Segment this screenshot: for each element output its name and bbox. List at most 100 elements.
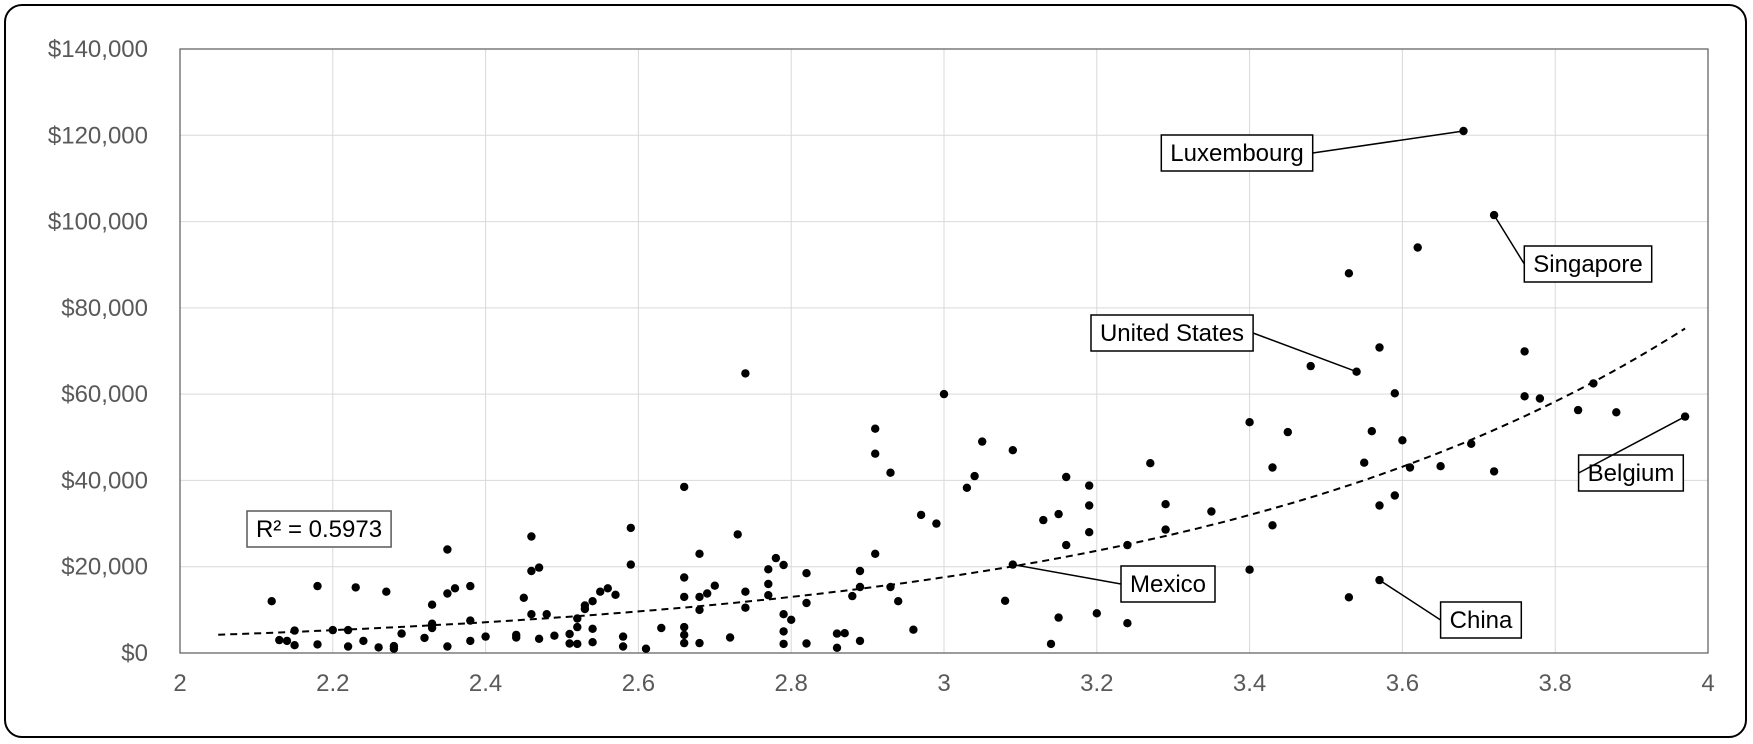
data-point xyxy=(855,566,865,576)
data-point xyxy=(695,605,704,615)
data-point xyxy=(1413,243,1422,252)
data-point xyxy=(427,619,437,628)
y-tick-label: $40,000 xyxy=(61,467,148,494)
data-point xyxy=(1352,367,1361,376)
data-point xyxy=(1405,463,1415,472)
data-point xyxy=(1062,540,1071,550)
callout-singapore: Singapore xyxy=(1493,214,1653,283)
data-point xyxy=(1085,481,1094,490)
data-point xyxy=(443,589,452,598)
x-tick-label: 2.2 xyxy=(316,670,349,697)
callout-box xyxy=(1160,134,1314,172)
data-point xyxy=(680,573,689,582)
data-point xyxy=(916,510,926,520)
data-point xyxy=(313,581,322,591)
r-squared-label: R² = 0.5973 xyxy=(256,516,382,543)
x-tick-label: 2 xyxy=(173,670,186,697)
data-point xyxy=(1390,491,1400,500)
callout-luxembourg: Luxembourg xyxy=(1160,130,1464,172)
data-point xyxy=(1146,459,1155,468)
data-point xyxy=(1245,418,1254,427)
data-point xyxy=(573,614,582,623)
data-point xyxy=(657,623,666,633)
data-point xyxy=(871,449,880,458)
data-point xyxy=(855,636,865,646)
data-point xyxy=(1367,427,1377,436)
data-point xyxy=(695,638,704,648)
r-squared-box: R² = 0.5973 xyxy=(246,510,392,548)
data-point xyxy=(1344,269,1354,278)
data-point xyxy=(1085,528,1094,537)
data-point xyxy=(1062,472,1071,482)
data-point xyxy=(626,560,635,569)
data-point xyxy=(313,640,322,649)
gridlines xyxy=(179,48,1709,654)
data-point xyxy=(832,629,842,638)
data-point xyxy=(779,639,788,649)
data-point xyxy=(359,636,368,646)
data-point xyxy=(1268,463,1277,472)
data-point xyxy=(1344,593,1354,602)
x-tick-label: 3 xyxy=(937,670,950,697)
x-tick-label: 3.2 xyxy=(1080,670,1113,697)
trendline xyxy=(218,327,1686,636)
data-point xyxy=(695,592,704,602)
data-point xyxy=(1000,596,1010,605)
callout-label: Luxembourg xyxy=(1170,140,1303,167)
data-point xyxy=(466,581,475,591)
data-point xyxy=(275,635,284,645)
annotations: Luxembourg Singapore United States Belgium M… xyxy=(1012,130,1686,639)
data-point xyxy=(1360,458,1369,467)
data-point xyxy=(680,482,689,492)
data-point xyxy=(710,581,719,590)
data-points xyxy=(267,126,1690,653)
callout-mexico: Mexico xyxy=(1012,563,1216,603)
data-point xyxy=(343,642,353,651)
data-point xyxy=(1398,436,1407,445)
data-point xyxy=(1008,446,1017,455)
callout-leader-line xyxy=(1252,332,1357,373)
y-tick-label: $0 xyxy=(121,640,148,667)
data-point xyxy=(1436,462,1445,471)
data-point xyxy=(443,545,452,554)
data-point xyxy=(351,583,360,592)
data-point xyxy=(802,639,811,648)
data-point xyxy=(894,597,903,606)
callout-belgium: Belgium xyxy=(1577,415,1686,492)
x-tick-label: 3.6 xyxy=(1386,670,1419,697)
x-tick-label: 2.4 xyxy=(469,670,502,697)
data-point xyxy=(573,639,582,649)
data-point xyxy=(1207,507,1216,516)
data-point xyxy=(588,597,597,606)
data-point xyxy=(779,610,788,619)
data-point xyxy=(725,633,735,642)
data-point xyxy=(771,553,781,563)
data-point xyxy=(1054,613,1063,622)
data-point xyxy=(787,615,796,624)
callout-label: United States xyxy=(1100,320,1244,347)
data-point xyxy=(909,625,918,634)
data-point xyxy=(1520,347,1529,356)
data-point xyxy=(680,638,689,648)
data-point xyxy=(328,625,337,635)
y-tick-label: $80,000 xyxy=(61,295,148,322)
data-point xyxy=(466,636,475,646)
callout-label: Belgium xyxy=(1588,460,1675,487)
data-point xyxy=(512,630,521,640)
data-point xyxy=(1306,361,1315,371)
data-point xyxy=(939,389,949,399)
data-point xyxy=(840,629,849,638)
data-point xyxy=(282,636,292,646)
callout-leader-line xyxy=(1493,214,1525,265)
data-point xyxy=(611,590,620,599)
data-point xyxy=(534,563,544,572)
data-point xyxy=(374,643,383,652)
data-point xyxy=(1046,639,1056,649)
data-point xyxy=(1573,405,1583,415)
data-point xyxy=(1283,427,1293,437)
data-point xyxy=(855,582,865,592)
x-tick-label: 3.8 xyxy=(1539,670,1572,697)
data-point xyxy=(1535,394,1545,403)
y-tick-label: $120,000 xyxy=(48,122,148,149)
